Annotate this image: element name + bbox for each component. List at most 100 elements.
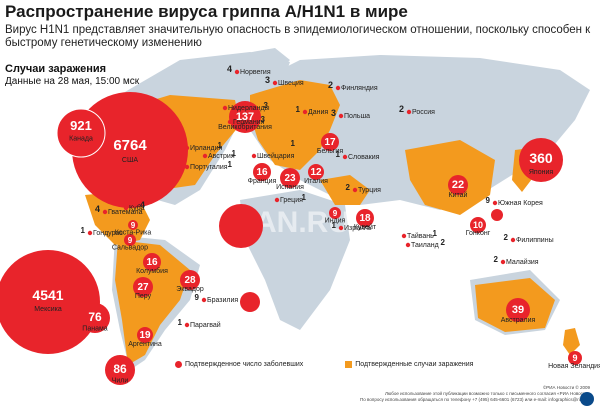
country-label: Панама — [82, 326, 107, 333]
country-label: Китай — [449, 191, 468, 199]
footer-credit: ©РИА Новости © 2009 — [542, 385, 590, 390]
country-label: Парагвай — [190, 321, 221, 329]
bubble-costa-rica — [128, 220, 138, 230]
country-label: Австралия — [501, 317, 536, 324]
country-dot — [227, 119, 233, 125]
country-label: Новая Зеландия — [548, 363, 600, 370]
country-dot — [123, 205, 129, 211]
country-label: Греция — [280, 197, 303, 204]
country-label: Канада — [69, 135, 93, 142]
country-cases: 27 — [137, 282, 149, 293]
bubble-china — [448, 175, 468, 195]
country-dot — [510, 237, 516, 243]
country-cases: 1 — [291, 139, 296, 148]
bubble-belgium — [321, 133, 339, 151]
country-dot — [406, 109, 412, 115]
country-dot — [184, 164, 190, 170]
country-cases: 1 — [232, 149, 237, 158]
country-dot — [405, 242, 411, 248]
bubble-brazil — [240, 292, 260, 312]
country-label: Португалия — [190, 164, 228, 171]
bubble-hongkong — [470, 217, 486, 233]
country-label: Гондурас — [93, 230, 123, 237]
legend-suspected: Подтвержденные случаи заражения — [355, 361, 474, 368]
rian-logo-icon — [580, 392, 594, 406]
country-dot — [234, 69, 240, 75]
bubble-colombia — [143, 253, 161, 271]
country-label: Словакия — [348, 154, 380, 161]
bubble-ecuador — [180, 270, 200, 290]
country-label: Куба — [129, 204, 145, 212]
legend-square-icon — [345, 361, 353, 368]
country-cases: 921 — [70, 118, 92, 133]
bubble-chile — [105, 355, 135, 385]
legend-confirmed: Подтвержденное число заболевших — [185, 361, 304, 368]
country-label: Филиппины — [516, 237, 554, 244]
country-label: Коста-Рика — [115, 229, 152, 236]
country-dot — [272, 80, 278, 86]
footer-line1: Любое использование этой публикации возм… — [384, 391, 590, 396]
country-dot — [352, 187, 358, 193]
country-cases: 9 — [333, 209, 338, 218]
country-label: Южная Корея — [498, 200, 543, 207]
country-cases: 4 — [140, 200, 145, 210]
country-label: Россия — [412, 109, 435, 116]
country-cases: 6764 — [113, 137, 147, 154]
bubble-india — [329, 207, 341, 219]
country-label: Бельгия — [317, 148, 343, 155]
bubble-japan — [519, 138, 563, 182]
affected-turkey-mideast — [320, 175, 370, 205]
bubble-spain-small — [280, 168, 300, 188]
country-cases: 1 — [296, 105, 301, 114]
bubble-panama — [80, 303, 110, 333]
country-cases: 3 — [331, 108, 336, 118]
country-dot — [184, 145, 190, 151]
country-dot — [500, 259, 506, 265]
bubble-argentina — [137, 327, 153, 343]
country-dot — [274, 197, 280, 203]
country-label: Германия — [233, 119, 265, 126]
country-cases: 4541 — [32, 287, 63, 303]
country-cases: 17 — [324, 137, 336, 148]
affected-new-zealand — [563, 328, 580, 355]
bubble-salvador — [124, 234, 136, 246]
country-cases: 16 — [146, 257, 158, 268]
country-cases: 23 — [284, 173, 296, 184]
bubble-france — [253, 163, 271, 181]
page-title: Распространение вируса гриппа A/H1N1 в м… — [5, 2, 408, 21]
country-label: Мексика — [34, 306, 62, 313]
country-dot — [222, 105, 228, 111]
affected-south-america — [115, 240, 190, 365]
country-cases: 86 — [113, 362, 127, 376]
country-cases: 1 — [433, 229, 438, 238]
country-cases: 360 — [529, 150, 553, 166]
country-label: Австрия — [208, 153, 235, 160]
country-dot — [492, 200, 498, 206]
country-cases: 1 — [178, 318, 183, 327]
bubble-kuwait — [356, 209, 374, 227]
country-cases: 76 — [88, 310, 102, 324]
country-label: Кувейт — [354, 223, 377, 231]
country-cases: 3 — [264, 101, 269, 110]
country-cases: 2 — [494, 255, 499, 264]
country-cases: 39 — [512, 304, 524, 316]
country-cases: 18 — [359, 213, 371, 224]
country-dot — [342, 154, 348, 160]
country-label: Франция — [248, 178, 277, 185]
country-dot — [201, 297, 207, 303]
country-cases: 1 — [336, 150, 341, 159]
country-dot — [302, 109, 308, 115]
country-cases: 12 — [310, 167, 322, 178]
country-cases: 1 — [218, 141, 223, 150]
cases-label: Случаи заражения — [5, 63, 107, 75]
country-label: Финляндия — [341, 85, 378, 92]
affected-china — [405, 140, 495, 215]
country-cases: 22 — [452, 179, 464, 191]
country-cases: 9 — [572, 353, 577, 363]
country-cases: 19 — [139, 330, 151, 341]
country-label: Польша — [344, 113, 370, 120]
legend-dot-icon — [175, 361, 182, 368]
country-cases: 2 — [346, 183, 351, 192]
affected-europe — [250, 80, 340, 170]
legend: Подтвержденное число заболевших Подтверж… — [175, 361, 473, 368]
